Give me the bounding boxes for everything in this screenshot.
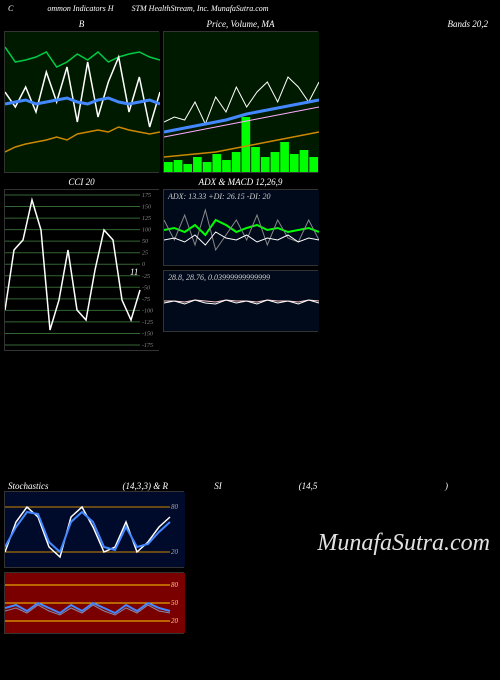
si-params: (14,5	[268, 481, 348, 491]
panel-macd-chart: 28.8, 28.76, 0.03999999999999	[163, 270, 318, 332]
svg-text:125: 125	[142, 216, 151, 222]
svg-text:25: 25	[142, 251, 148, 257]
svg-text:-25: -25	[142, 274, 150, 280]
panel-stoch: 80 20 80 50 20	[4, 491, 184, 634]
panel-price: Price, Volume, MA	[163, 17, 318, 173]
si-label: SI	[168, 481, 268, 491]
svg-text:50: 50	[142, 239, 148, 245]
stoch-label: Stochastics	[8, 481, 68, 491]
panel-stoch-chart: 80 20	[4, 491, 184, 568]
panel-cci: CCI 20 175 150 125 100 50 25 0 -25 -50 -75 -100 -12…	[4, 175, 159, 351]
panel-bands: Bands 20,2	[322, 17, 496, 173]
hdr-right: STM HealthStream, Inc. MunafaSutra.com	[132, 4, 269, 13]
row-2: CCI 20 175 150 125 100 50 25 0 -25 -50 -75 -100 -12…	[0, 175, 500, 351]
hdr-mid: ommon Indicators H	[47, 4, 113, 13]
page-header: C ommon Indicators H STM HealthStream, I…	[0, 0, 500, 17]
svg-text:-175: -175	[142, 343, 153, 349]
svg-text:-150: -150	[142, 331, 153, 337]
panel-b: B	[4, 17, 159, 173]
panel-cci-chart: 175 150 125 100 50 25 0 -25 -50 -75 -100 -125 -150 -1…	[4, 189, 159, 351]
svg-text:0: 0	[142, 262, 145, 268]
svg-text:11: 11	[130, 267, 138, 277]
svg-text:20: 20	[171, 617, 179, 625]
svg-text:-125: -125	[142, 320, 153, 326]
si-close: )	[348, 481, 448, 491]
stoch-params: (14,3,3) & R	[68, 481, 168, 491]
watermark: MunafaSutra.com	[317, 530, 490, 557]
panel-adx-title: ADX & MACD 12,26,9	[163, 175, 318, 189]
macd-subtitle: 28.8, 28.76, 0.03999999999999	[168, 273, 270, 282]
svg-text:100: 100	[142, 228, 151, 234]
svg-text:80: 80	[171, 581, 179, 589]
svg-text:-100: -100	[142, 308, 153, 314]
svg-text:150: 150	[142, 205, 151, 211]
panel-bands-title: Bands 20,2	[322, 17, 496, 31]
panel-adx-macd: ADX & MACD 12,26,9 ADX: 13.33 +DI: 26.15…	[163, 175, 318, 351]
row-3: 80 20 80 50 20	[0, 491, 500, 634]
row-1: B Price, Volume, MA Bands 20,2	[0, 17, 500, 173]
svg-text:50: 50	[171, 599, 179, 607]
panel-b-chart	[4, 31, 159, 173]
panel-stoch2-chart: 80 50 20	[4, 572, 184, 634]
adx-subtitle: ADX: 13.33 +DI: 26.15 -DI: 20	[168, 192, 271, 201]
panel-price-chart	[163, 31, 318, 173]
panel-price-title: Price, Volume, MA	[163, 17, 318, 31]
svg-text:-75: -75	[142, 297, 150, 303]
panel-adx-chart: ADX: 13.33 +DI: 26.15 -DI: 20	[163, 189, 318, 266]
svg-text:175: 175	[142, 193, 151, 199]
row-3-titles: Stochastics (14,3,3) & R SI (14,5 )	[0, 481, 500, 491]
panel-b-title: B	[4, 17, 159, 31]
svg-text:20: 20	[171, 548, 179, 556]
hdr-left: C	[8, 4, 13, 13]
svg-text:80: 80	[171, 503, 179, 511]
svg-text:-50: -50	[142, 285, 150, 291]
panel-cci-title: CCI 20	[4, 175, 159, 189]
